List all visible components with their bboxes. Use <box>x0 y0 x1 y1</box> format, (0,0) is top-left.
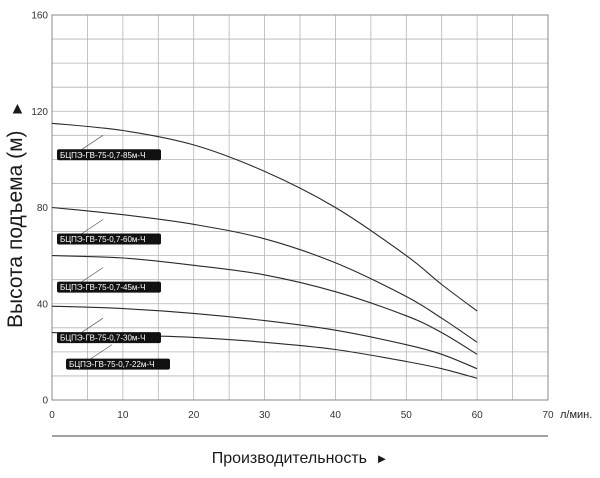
series-label-leader <box>78 219 104 236</box>
x-axis-arrow: ► <box>375 451 388 466</box>
grid <box>52 15 548 400</box>
y-axis-title: Высота подъема (м) ► <box>4 101 27 328</box>
series-label-leader <box>78 134 104 152</box>
series-label-tag <box>57 332 161 344</box>
x-tick-label: 30 <box>259 410 271 421</box>
x-tick-label: 20 <box>188 410 200 421</box>
series-line-2 <box>51 206 478 343</box>
x-unit-label: л/мин. <box>560 409 592 421</box>
series-label-5: БЦПЭ-ГВ-75-0,7-22м-Ч <box>69 360 154 369</box>
y-tick-label: 40 <box>37 299 49 310</box>
series-label-tag <box>57 149 161 161</box>
y-tick-label: 80 <box>37 203 49 214</box>
x-tick-label: 10 <box>117 410 129 421</box>
y-tick-label: 120 <box>31 107 48 118</box>
series-label-tag <box>57 233 161 245</box>
series-line-4 <box>51 305 478 370</box>
tick-labels: 0 10 20 30 40 50 60 70 0 40 80 120 160 <box>31 11 554 422</box>
y-tick-label: 160 <box>31 11 48 22</box>
series-label-2: БЦПЭ-ГВ-75-0,7-60м-Ч <box>60 235 145 244</box>
series-label-leader <box>78 267 104 284</box>
x-tick-label: 0 <box>49 410 55 421</box>
series-line-3 <box>51 255 478 355</box>
series-label-leader <box>78 317 104 335</box>
series-label-3: БЦПЭ-ГВ-75-0,7-45м-Ч <box>60 283 145 292</box>
series-label-tag <box>66 358 170 370</box>
series-label-leader <box>87 344 113 361</box>
series-label-4: БЦПЭ-ГВ-75-0,7-30м-Ч <box>60 334 145 343</box>
y-tick-label: 0 <box>42 396 48 407</box>
series-labels: БЦПЭ-ГВ-75-0,7-85м-Ч БЦПЭ-ГВ-75-0,7-60м-Ч… <box>57 134 170 370</box>
x-tick-label: 40 <box>330 410 342 421</box>
series-label-1: БЦПЭ-ГВ-75-0,7-85м-Ч <box>60 151 145 160</box>
y-axis-arrow: ► <box>9 101 26 117</box>
series-label-tag <box>57 281 161 293</box>
x-tick-label: 70 <box>542 410 554 421</box>
x-tick-label: 50 <box>401 410 413 421</box>
x-tick-label: 60 <box>472 410 484 421</box>
x-axis-title: Производительность ► <box>212 450 389 467</box>
series-line-1 <box>51 122 478 312</box>
